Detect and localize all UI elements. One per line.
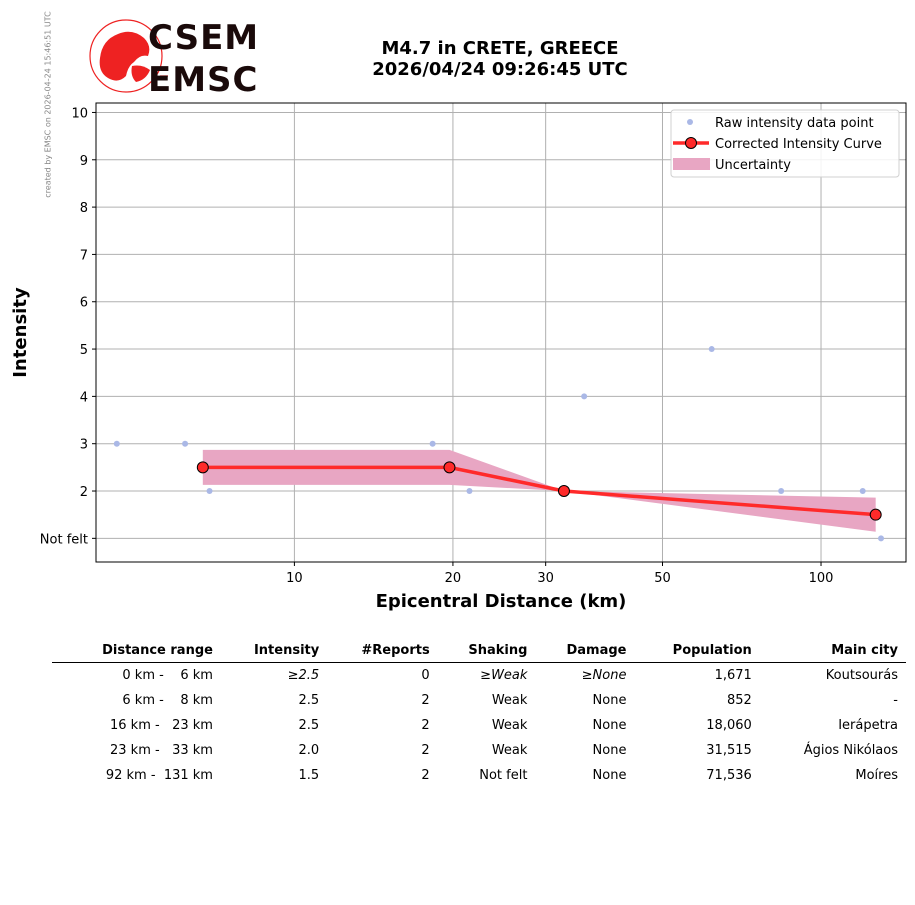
raw-data-point <box>113 440 120 447</box>
legend-label: Corrected Intensity Curve <box>715 137 882 152</box>
logo-text-csem: CSEM <box>148 18 260 58</box>
raw-data-point <box>708 346 715 353</box>
table-cell: 1,671 <box>714 668 752 683</box>
table-cell: None <box>592 743 627 758</box>
table-header-cell: Shaking <box>437 640 536 663</box>
table-cell: 2 <box>421 743 430 758</box>
table-row: 16 km - 23 km 2.5 2 Weak None 18,060 Ierápetra <box>52 713 906 738</box>
table-body: 0 km - 6 km ≥2.5 0 ≥Weak ≥None 1,671 Koutsourá… <box>52 663 906 789</box>
table-cell: None <box>592 768 627 783</box>
table-cell: 2.0 <box>298 743 320 758</box>
table-row: 6 km - 8 km 2.5 2 Weak None 852 - <box>52 688 906 713</box>
table-cell: 71,536 <box>706 768 752 783</box>
table-cell: 2 <box>421 768 430 783</box>
table-cell: 6 km - 8 km <box>122 693 213 708</box>
table-cell: 2.5 <box>298 693 320 708</box>
table-cell: None <box>592 693 627 708</box>
title-event: M4.7 in CRETE, GREECE <box>381 38 619 59</box>
x-tick-label: 10 <box>286 571 303 586</box>
raw-data-point <box>206 488 213 495</box>
table-cell: 2 <box>421 718 430 733</box>
x-tick-label: 50 <box>654 571 671 586</box>
table-cell: ≥None <box>581 668 627 683</box>
y-tick-label: 4 <box>80 390 88 405</box>
y-tick-label: 3 <box>80 438 88 453</box>
raw-data-point <box>429 440 436 447</box>
intensity-chart: 10 20 30 50 100 Not felt 2 3 4 5 6 7 8 9 10 Epicentral … <box>10 102 907 612</box>
logo-text-emsc: EMSC <box>148 60 259 100</box>
legend-label: Raw intensity data point <box>715 116 874 131</box>
table-header-cell: Intensity <box>220 640 328 663</box>
table-row: 23 km - 33 km 2.0 2 Weak None 31,515 Ágios Nik… <box>52 738 906 763</box>
table-cell: 2.5 <box>298 718 320 733</box>
table-cell: - <box>893 693 898 708</box>
title-datetime: 2026/04/24 09:26:45 UTC <box>372 59 628 80</box>
table-cell: 18,060 <box>706 718 752 733</box>
corrected-curve-marker <box>869 508 882 521</box>
globe-icon <box>89 19 168 93</box>
table-cell: 1.5 <box>298 768 320 783</box>
table-cell: None <box>592 718 627 733</box>
table-cell: 2 <box>421 693 430 708</box>
y-tick-label: 7 <box>80 248 88 263</box>
x-tick-label: 30 <box>537 571 554 586</box>
table-cell: 23 km - 33 km <box>110 743 213 758</box>
y-tick-label: 10 <box>71 106 88 121</box>
table-cell: 0 <box>421 668 430 683</box>
y-tick-label: 9 <box>80 154 88 169</box>
corrected-curve-line <box>202 465 876 517</box>
legend-marker-curve <box>685 137 697 149</box>
table-cell: Weak <box>491 743 528 758</box>
table-cell: 852 <box>726 693 752 708</box>
legend-box <box>670 109 900 178</box>
raw-data-point <box>859 488 866 495</box>
table-header-cell: Distance range <box>52 640 221 663</box>
raw-data-point <box>182 440 189 447</box>
x-tick-label: 20 <box>445 571 462 586</box>
raw-data-point <box>778 488 785 495</box>
corrected-curve-marker <box>557 485 570 498</box>
raw-data-point <box>581 393 588 400</box>
table-cell: ≥2.5 <box>287 668 320 683</box>
legend-marker-raw <box>687 119 693 125</box>
table-header-row: Distance range Intensity #Reports Shaking Da… <box>52 640 906 663</box>
table-cell: Ágios Nikólaos <box>803 743 898 758</box>
table-cell: Ierápetra <box>838 718 898 733</box>
table-header-cell: Damage <box>535 640 635 663</box>
table-header-cell: Population <box>634 640 760 663</box>
table-cell: Not felt <box>479 768 528 783</box>
table-cell: Moíres <box>855 768 898 783</box>
y-tick-label: 5 <box>80 343 88 358</box>
table-header-cell: #Reports <box>327 640 438 663</box>
legend-label: Uncertainty <box>715 158 791 173</box>
raw-data-point <box>466 488 473 495</box>
table-cell: Weak <box>491 693 528 708</box>
x-axis-label: Epicentral Distance (km) <box>376 591 627 612</box>
plot-frame <box>95 102 907 563</box>
y-tick-label: 8 <box>80 201 88 216</box>
table-cell: 92 km - 131 km <box>105 768 213 783</box>
legend-patch-uncertainty <box>673 158 710 170</box>
y-tick-label: 2 <box>80 485 88 500</box>
corrected-curve-marker <box>196 461 209 474</box>
table-cell: Koutsourás <box>825 668 898 683</box>
csem-emsc-logo: CSEM EMSC <box>88 18 260 100</box>
table-cell: ≥Weak <box>480 668 528 683</box>
chart-title: M4.7 in CRETE, GREECE 2026/04/24 09:26:4… <box>300 38 700 80</box>
table-row: 0 km - 6 km ≥2.5 0 ≥Weak ≥None 1,671 Koutsourá… <box>52 663 906 689</box>
table-cell: 16 km - 23 km <box>110 718 213 733</box>
table-header-cell: Main city <box>759 640 906 663</box>
corrected-curve-marker <box>443 461 456 474</box>
y-tick-label: 6 <box>80 296 88 311</box>
y-tick-label: Not felt <box>40 532 88 547</box>
table-cell: Weak <box>491 718 528 733</box>
intensity-table: Distance range Intensity #Reports Shaking Da… <box>52 640 906 788</box>
y-axis-label: Intensity <box>10 287 31 378</box>
table-cell: 31,515 <box>706 743 752 758</box>
table-cell: 0 km - 6 km <box>122 668 213 683</box>
raw-data-point <box>878 535 885 542</box>
uncertainty-band <box>202 449 876 532</box>
x-tick-label: 100 <box>809 571 834 586</box>
table-row: 92 km - 131 km 1.5 2 Not felt None 71,536 Moír… <box>52 763 906 788</box>
